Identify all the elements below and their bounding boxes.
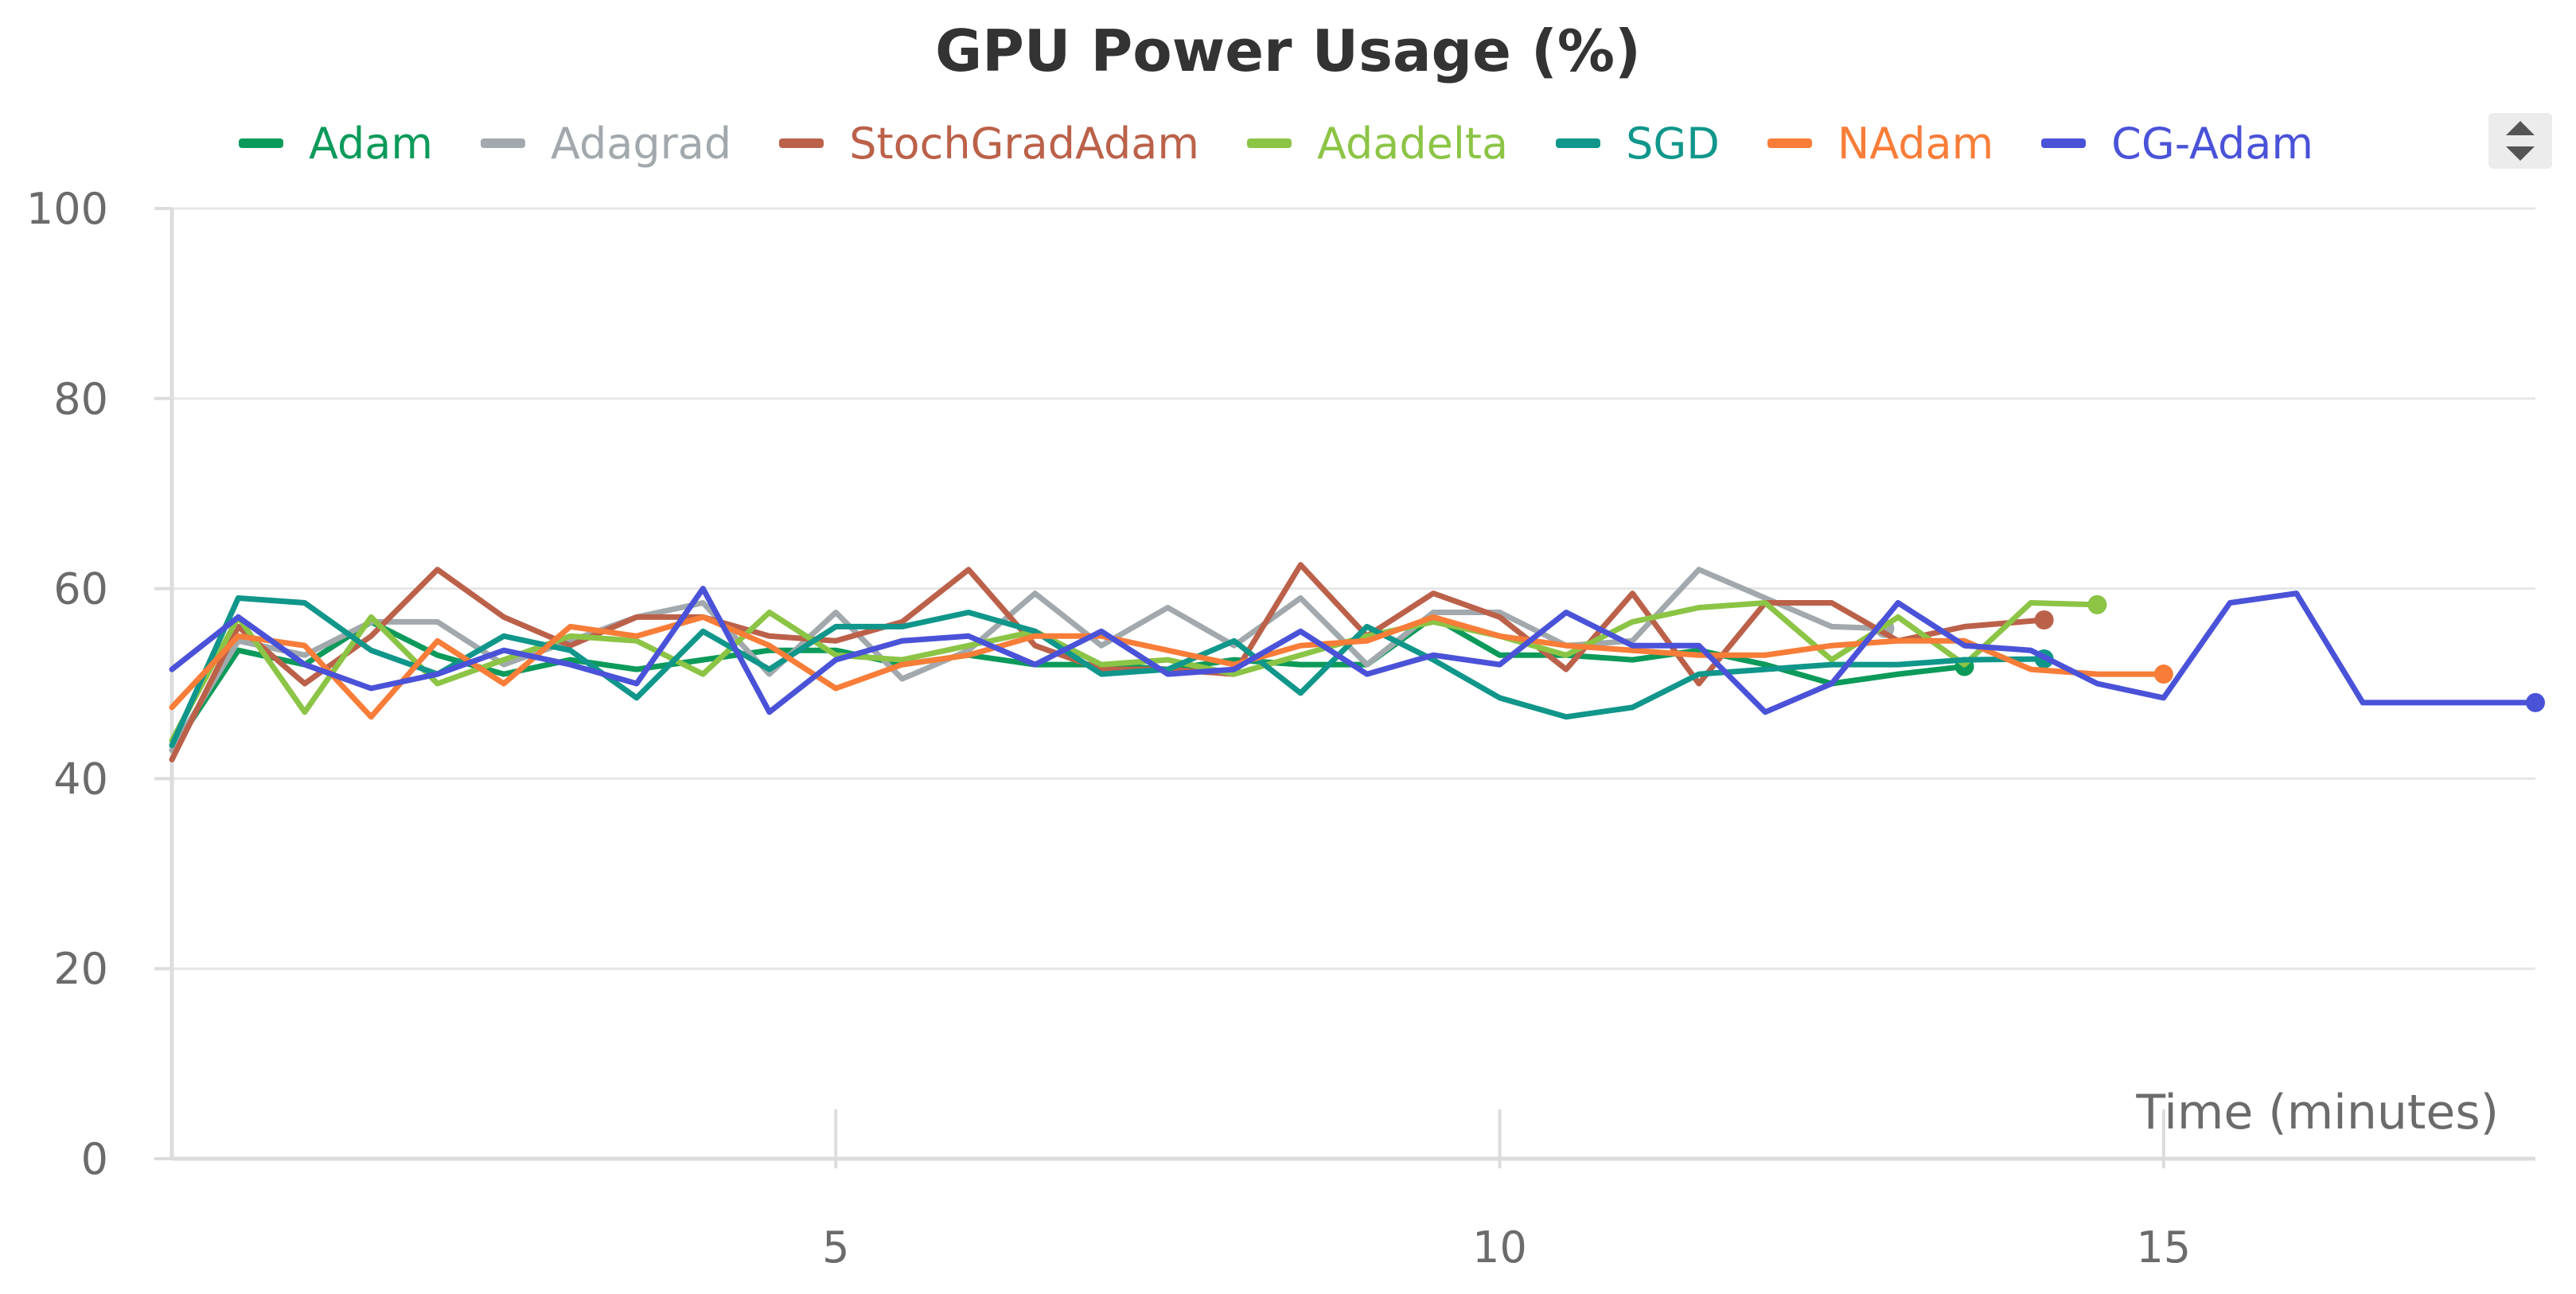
legend-item[interactable]: StochGradAdam	[779, 119, 1199, 169]
y-tick-label: 20	[53, 944, 108, 994]
legend-swatch	[779, 138, 824, 148]
legend-label: StochGradAdam	[849, 118, 1199, 169]
legend-item[interactable]: Adam	[239, 119, 433, 169]
legend: Adam Adagrad StochGradAdam Adadelta SGD NAdam…	[239, 111, 2361, 175]
legend-swatch	[480, 138, 525, 148]
legend-swatch	[239, 138, 283, 148]
series-line-adagrad	[169, 567, 1888, 754]
legend-item[interactable]: NAdam	[1767, 119, 1993, 169]
x-axis-title: Time (minutes)	[2135, 1085, 2499, 1140]
legend-label: Adagrad	[550, 118, 732, 169]
legend-swatch	[1767, 138, 1812, 148]
legend-scroll-button[interactable]	[2488, 113, 2552, 169]
series-end-marker-stochgradadam	[2034, 610, 2054, 630]
y-tick-label: 80	[53, 374, 108, 424]
series-line-adadelta	[169, 600, 2100, 744]
legend-swatch	[2041, 138, 2087, 148]
series-line-sgd	[169, 595, 2048, 749]
y-tick-label: 100	[26, 184, 108, 234]
series-end-marker-cg-adam	[2526, 692, 2545, 712]
x-tick-label: 15	[2136, 1222, 2191, 1273]
series-line-nadam	[169, 614, 2167, 720]
legend-swatch	[1556, 138, 1601, 148]
legend-scroll-arrows-icon	[2506, 121, 2535, 161]
legend-label: Adadelta	[1316, 118, 1509, 169]
legend-item[interactable]: CG-Adam	[2041, 119, 2313, 169]
legend-label: SGD	[1626, 118, 1720, 169]
y-tick-label: 60	[53, 564, 108, 614]
series-end-marker-nadam	[2153, 665, 2173, 684]
x-tick-label: 10	[1472, 1222, 1527, 1273]
x-tick-label: 5	[822, 1222, 849, 1273]
legend-item[interactable]: SGD	[1556, 119, 1720, 169]
series-line-cg-adam	[169, 586, 2539, 715]
legend-label: Adam	[309, 118, 433, 169]
legend-item[interactable]: Adagrad	[480, 118, 732, 169]
legend-label: NAdam	[1837, 118, 1994, 169]
legend-swatch	[1246, 138, 1292, 148]
y-tick-label: 0	[81, 1134, 108, 1184]
series-end-marker-adadelta	[2087, 594, 2107, 614]
y-tick-label: 40	[53, 754, 108, 804]
chart-title: GPU Power Usage (%)	[935, 18, 1641, 84]
legend-label: CG-Adam	[2111, 118, 2313, 169]
legend-item[interactable]: Adadelta	[1246, 118, 1509, 169]
